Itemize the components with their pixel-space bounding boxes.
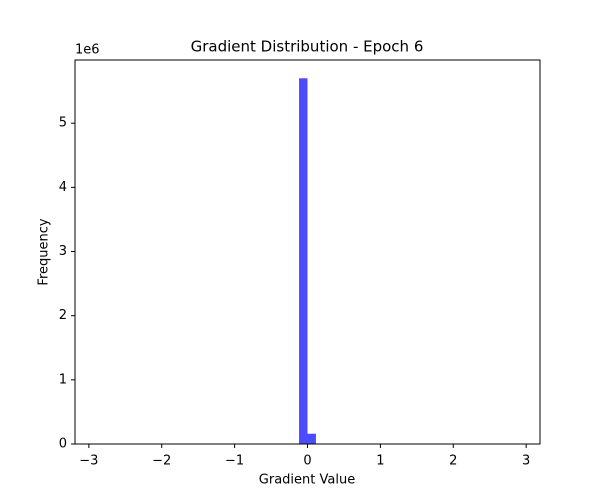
y-offset-label: 1e6 [75,43,100,58]
x-tick-label: 2 [449,454,457,469]
x-tick-label: 1 [376,454,384,469]
chart-title: Gradient Distribution - Epoch 6 [191,38,424,56]
y-tick-label: 5 [59,116,67,131]
y-tick-label: 0 [59,437,67,452]
x-tick-label: −2 [152,454,171,469]
x-tick-label: −3 [79,454,98,469]
x-tick-label: −1 [225,454,244,469]
y-tick-label: 2 [59,308,67,323]
y-axis-label: Frequency [37,218,52,285]
y-tick-label: 1 [59,372,67,387]
x-tick-label: 3 [522,454,530,469]
bar [307,433,316,444]
x-axis-label: Gradient Value [259,473,355,488]
y-tick-label: 3 [59,244,67,259]
y-tick-label: 4 [59,180,67,195]
bar [299,78,308,445]
x-tick-label: 0 [303,454,311,469]
